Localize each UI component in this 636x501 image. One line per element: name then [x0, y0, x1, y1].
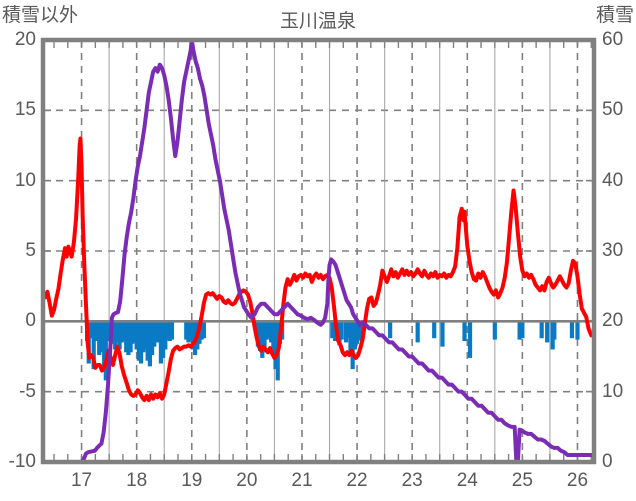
left-axis-tick-label: 15: [14, 99, 36, 121]
x-axis-tick-label: 20: [236, 470, 258, 491]
left-axis-tick-label: 5: [25, 240, 36, 261]
left-axis-title: 積雪以外: [2, 5, 79, 26]
x-axis-tick-label: 17: [70, 470, 93, 491]
left-axis-tick-label: 10: [14, 169, 36, 191]
x-axis-tick-label: 21: [291, 470, 313, 491]
chart-title: 玉川温泉: [279, 11, 356, 32]
x-axis-tick-label: 22: [346, 470, 368, 491]
right-axis-title: 積雪: [595, 5, 634, 26]
left-axis-tick-label: 20: [14, 29, 36, 50]
x-axis-tick-label: 24: [456, 470, 478, 491]
left-axis-tick-label: 0: [25, 310, 36, 332]
left-axis-tick-label: -5: [19, 380, 36, 402]
right-axis-tick-label: 20: [602, 310, 624, 332]
x-axis-tick-label: 26: [566, 470, 589, 491]
precipitation-bars: [84, 321, 580, 381]
right-axis-tick-label: 10: [602, 380, 624, 402]
x-axis-tick-label: 18: [126, 470, 148, 491]
left-axis-tick-label: -10: [8, 451, 36, 472]
right-axis-tick-label: 0: [602, 451, 613, 472]
right-axis-tick-label: 40: [602, 169, 624, 191]
right-axis-tick-label: 50: [602, 99, 624, 121]
right-axis-tick-label: 60: [602, 29, 624, 50]
series-lines: [43, 38, 595, 464]
right-axis-tick-label: 30: [602, 240, 624, 261]
plot-frame: [40, 37, 597, 465]
x-axis-tick-label: 25: [511, 470, 533, 491]
x-axis-tick-label: 19: [181, 470, 203, 491]
x-axis-tick-label: 23: [401, 470, 423, 491]
